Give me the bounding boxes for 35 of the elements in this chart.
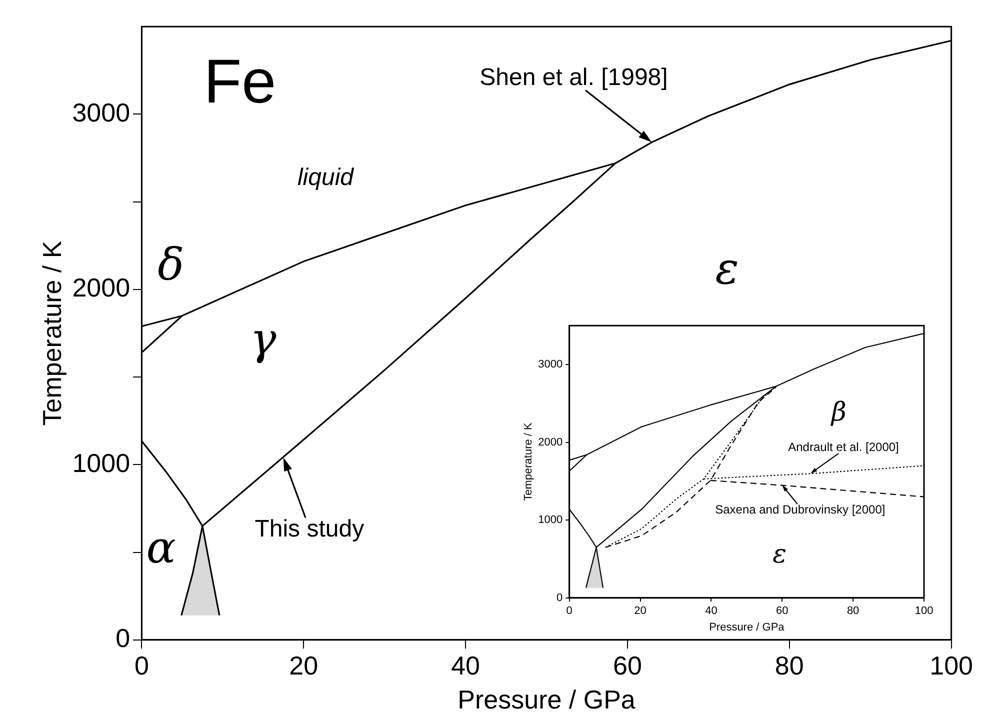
y-tick-label: 2000 (538, 436, 563, 448)
x-tick-label: 100 (930, 650, 974, 680)
y-tick-label: 0 (556, 592, 563, 604)
x-axis-title: Pressure / GPa (458, 684, 636, 715)
y-axis-title: Temperature / K (36, 240, 67, 426)
annotation: This study (254, 515, 364, 542)
annotation: Saxena and Dubrovinsky [2000] (715, 502, 886, 516)
annotation: ε (715, 243, 739, 294)
y-axis-title: Temperature / K (522, 422, 535, 501)
x-tick-label: 60 (613, 650, 642, 680)
annotation: ε (772, 540, 787, 570)
x-tick-label: 0 (566, 605, 572, 618)
y-tick-label: 1000 (538, 514, 563, 526)
x-tick-label: 80 (774, 650, 804, 680)
x-tick-label: 0 (134, 650, 149, 680)
x-tick-label: 20 (289, 650, 318, 680)
annotation: β (830, 397, 846, 428)
x-tick-label: 60 (776, 605, 788, 618)
x-tick-label: 40 (705, 605, 718, 618)
annotation: Shen et al. [1998] (480, 64, 668, 91)
y-tick-label: 3000 (538, 358, 563, 371)
y-tick-label: 3000 (72, 97, 130, 128)
annotation: γ (250, 314, 277, 365)
y-tick-label: 1000 (72, 448, 130, 478)
x-axis-title: Pressure / GPa (709, 621, 786, 634)
annotation: liquid (297, 164, 354, 191)
annotation: δ (158, 240, 184, 291)
x-tick-label: 100 (914, 605, 934, 618)
x-tick-label: 80 (846, 605, 860, 618)
annotation: Andrault et al. [2000] (788, 440, 899, 454)
chart-title: Fe (204, 48, 276, 117)
annotation: α (146, 522, 176, 574)
x-tick-label: 20 (634, 605, 646, 618)
y-tick-label: 2000 (72, 272, 130, 303)
x-tick-label: 40 (451, 650, 480, 680)
